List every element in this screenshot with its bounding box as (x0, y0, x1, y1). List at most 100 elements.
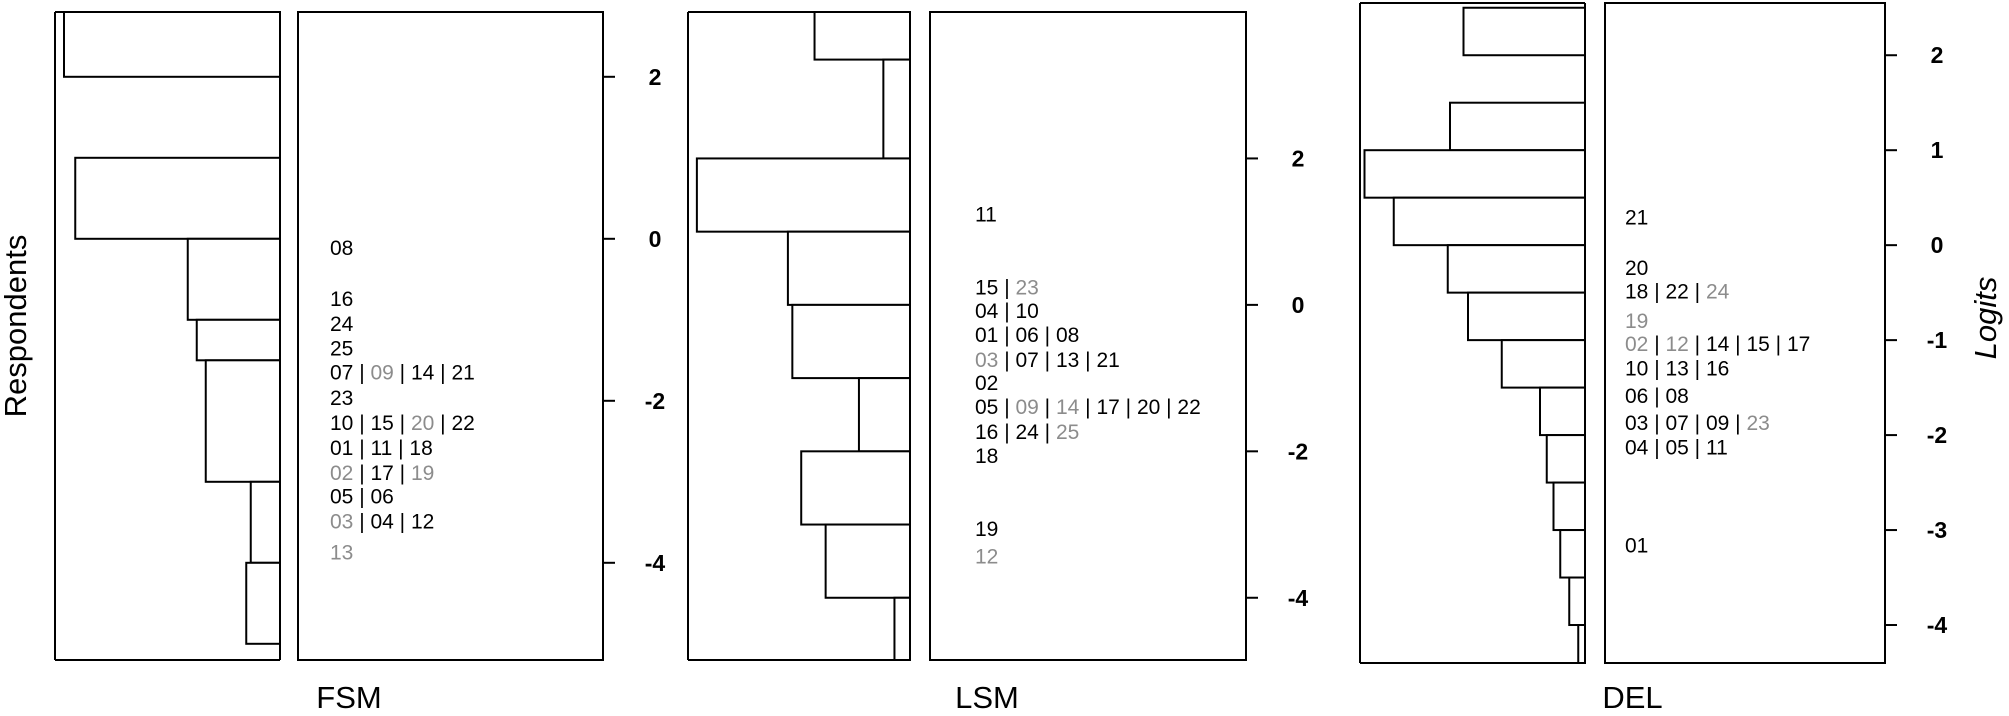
logit-tick-label: -4 (1288, 585, 1309, 611)
item-row: 04 | 10 (975, 300, 1039, 323)
item-label: 12 (975, 545, 998, 568)
item-separator: | (1039, 324, 1056, 347)
item-label: 10 (330, 412, 353, 435)
histogram-bar (1559, 529, 1586, 579)
item-separator: | (998, 349, 1015, 372)
item-row: 01 (1625, 534, 1648, 557)
item-separator: | (1648, 333, 1665, 356)
histogram-bar (1462, 6, 1586, 57)
item-row: 11 (975, 203, 997, 226)
item-separator: | (998, 396, 1015, 419)
item-label: 25 (1056, 421, 1079, 444)
item-label: 08 (330, 237, 353, 260)
item-label: 15 (370, 412, 393, 435)
histogram-bar (813, 11, 911, 61)
histogram-bar (249, 480, 281, 564)
item-row: 21 (1625, 207, 1648, 230)
item-label: 01 (330, 437, 353, 460)
item-label: 17 (370, 462, 393, 485)
item-separator: | (353, 486, 370, 509)
item-label: 07 (330, 362, 353, 385)
item-map-frame (297, 11, 604, 661)
item-label: 04 (370, 511, 394, 534)
item-row: 02 | 12 | 14 | 15 | 17 (1625, 333, 1810, 356)
item-label: 05 (330, 486, 353, 509)
item-label: 15 (975, 277, 998, 300)
item-separator: | (1689, 281, 1706, 304)
item-label: 18 (975, 445, 998, 468)
item-row: 07 | 09 | 14 | 21 (330, 362, 475, 385)
item-label: 23 (1746, 412, 1769, 435)
item-separator: | (1079, 349, 1096, 372)
item-row: 03 | 07 | 13 | 21 (975, 349, 1120, 372)
item-row: 06 | 08 (1625, 385, 1689, 408)
item-label: 10 (1625, 358, 1648, 381)
item-label: 18 (1625, 281, 1648, 304)
histogram-bar (245, 561, 281, 645)
logit-tick-label: -2 (1288, 438, 1308, 464)
item-label: 13 (330, 541, 353, 564)
item-separator: | (1689, 333, 1706, 356)
item-label: 10 (1015, 300, 1038, 323)
respondents-axis-title: Respondents (0, 235, 33, 418)
item-separator: | (353, 362, 370, 385)
item-label: 07 (1665, 412, 1688, 435)
item-label: 21 (1096, 349, 1119, 372)
item-row: 13 (330, 541, 353, 564)
item-separator: | (1648, 436, 1665, 459)
logit-tick-label: 1 (1931, 137, 1944, 163)
item-separator: | (1648, 385, 1665, 408)
histogram-bar (1568, 576, 1586, 627)
item-row: 18 (975, 445, 998, 468)
item-row: 01 | 11 | 18 (330, 437, 433, 460)
item-label: 05 (975, 396, 998, 419)
item-label: 19 (1625, 310, 1648, 333)
histogram-bar (1467, 291, 1586, 342)
item-row: 15 | 23 (975, 277, 1039, 300)
item-row: 02 (975, 372, 998, 395)
item-label: 12 (411, 511, 434, 534)
histogram-bar (1392, 196, 1586, 247)
item-label: 02 (1625, 333, 1648, 356)
histogram-bar (882, 58, 911, 160)
item-label: 01 (975, 324, 998, 347)
item-row: 12 (975, 545, 998, 568)
item-separator: | (394, 412, 411, 435)
logit-tick-label: -4 (1927, 612, 1948, 638)
item-row: 03 | 07 | 09 | 23 (1625, 412, 1770, 435)
item-separator: | (998, 324, 1015, 347)
item-row: 08 (330, 237, 353, 260)
item-label: 17 (1787, 333, 1810, 356)
item-label: 09 (370, 362, 393, 385)
item-row: 24 (330, 313, 354, 336)
logit-tick-label: -1 (1927, 327, 1948, 353)
item-label: 14 (411, 362, 435, 385)
histogram-bar (1539, 386, 1586, 437)
histogram-bar (800, 450, 911, 526)
item-label: 22 (1665, 281, 1688, 304)
item-map-frame (1604, 2, 1886, 664)
item-row: 01 | 06 | 08 (975, 324, 1079, 347)
item-label: 09 (1015, 396, 1038, 419)
logit-tick-label: 2 (1931, 42, 1944, 68)
item-row: 19 (1625, 310, 1648, 333)
item-label: 13 (1665, 358, 1688, 381)
item-separator: | (353, 511, 370, 534)
item-separator: | (1648, 412, 1665, 435)
item-row: 25 (330, 337, 353, 360)
item-row: 16 | 24 | 25 (975, 421, 1079, 444)
item-separator: | (1648, 358, 1665, 381)
item-label: 18 (409, 437, 432, 460)
item-separator: | (1648, 281, 1665, 304)
item-separator: | (434, 362, 451, 385)
item-separator: | (392, 437, 409, 460)
item-row: 10 | 15 | 20 | 22 (330, 412, 475, 435)
item-label: 07 (1015, 349, 1038, 372)
histogram-bar (1545, 434, 1586, 484)
item-row: 16 (330, 288, 353, 311)
item-label: 23 (1015, 277, 1038, 300)
item-separator: | (1729, 333, 1746, 356)
item-label: 03 (330, 511, 353, 534)
item-label: 13 (1056, 349, 1079, 372)
